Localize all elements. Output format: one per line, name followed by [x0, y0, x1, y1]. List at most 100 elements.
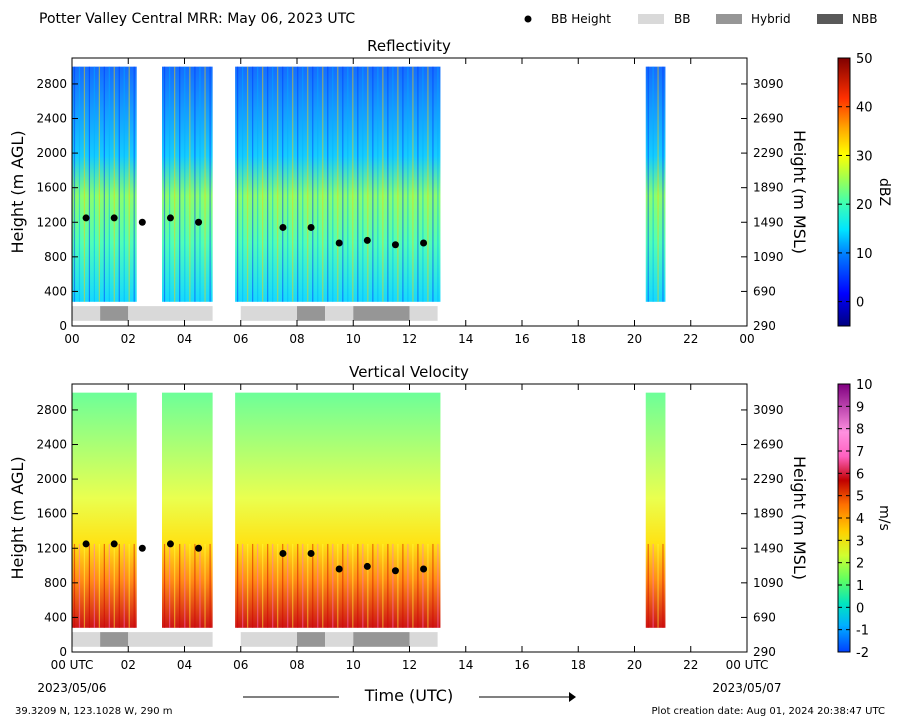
velocity-bb-height-point — [335, 565, 343, 573]
legend-label-bb-height: BB Height — [551, 12, 611, 26]
velocity-xtick-label: 14 — [458, 658, 473, 672]
reflectivity-ytick-label: 2400 — [36, 112, 67, 126]
velocity-ytick-label: 2800 — [36, 403, 67, 417]
velocity-xtick-label: 20 — [627, 658, 642, 672]
velocity-bb-class-bb — [72, 632, 101, 647]
reflectivity-bb-height-point — [195, 218, 203, 226]
reflectivity-ylabel: Height (m AGL) — [8, 130, 27, 253]
legend-marker-bb-height — [524, 15, 532, 23]
velocity-bb-height-point — [195, 544, 203, 552]
velocity-ytick-right-label: 2290 — [753, 472, 784, 486]
end-date-label: 2023/05/07 — [712, 681, 781, 695]
reflectivity-ytick-right-label: 2290 — [753, 146, 784, 160]
velocity-bb-class-bb — [325, 632, 354, 647]
reflectivity-ytick-right-label: 1490 — [753, 215, 784, 229]
velocity-colorbar-tick-label: -1 — [856, 624, 869, 639]
reflectivity-bb-class-hybrid — [297, 306, 326, 321]
legend-label-hybrid: Hybrid — [751, 12, 791, 26]
velocity-ytick-right-label: 2690 — [753, 438, 784, 452]
reflectivity-ytick-label: 400 — [44, 284, 67, 298]
velocity-bb-height-point — [279, 549, 287, 557]
reflectivity-ytick-label: 1600 — [36, 181, 67, 195]
velocity-colorbar-tick-label: 6 — [856, 467, 864, 482]
velocity-ytick-right-label: 1890 — [753, 507, 784, 521]
velocity-xtick-label: 04 — [177, 658, 192, 672]
reflectivity-ytick-label: 2800 — [36, 77, 67, 91]
reflectivity-colorbar-tick-label: 20 — [856, 198, 873, 213]
velocity-colorbar-tick-label: 8 — [856, 423, 864, 438]
velocity-bb-class-bb — [128, 632, 213, 647]
velocity-xtick-label: 18 — [571, 658, 586, 672]
time-arrow-head — [569, 692, 576, 702]
velocity-colorbar-label: m/s — [876, 505, 892, 531]
velocity-bb-class-hybrid — [100, 632, 129, 647]
velocity-xtick-label: 02 — [121, 658, 136, 672]
time-axis-label: Time (UTC) — [364, 686, 453, 705]
velocity-ytick-label: 800 — [44, 576, 67, 590]
velocity-title: Vertical Velocity — [349, 363, 469, 381]
reflectivity-bb-class-hybrid — [100, 306, 129, 321]
figure-title: Potter Valley Central MRR: May 06, 2023 … — [39, 11, 355, 27]
velocity-bb-height-point — [166, 540, 174, 548]
velocity-xtick-label: 12 — [402, 658, 417, 672]
reflectivity-colorbar — [837, 57, 851, 327]
velocity-ytick-right-label: 1090 — [753, 576, 784, 590]
reflectivity-bb-height-point — [166, 214, 174, 222]
velocity-colorbar-tick-label: -2 — [856, 646, 869, 661]
legend-label-bb: BB — [674, 12, 690, 26]
reflectivity-echo-region — [162, 66, 213, 302]
velocity-echo-region — [162, 392, 213, 628]
reflectivity-bb-height-point — [82, 214, 90, 222]
velocity-colorbar-tick-label: 1 — [856, 579, 864, 594]
reflectivity-ytick-label: 1200 — [36, 215, 67, 229]
reflectivity-ytick-right-label: 3090 — [753, 77, 784, 91]
velocity-bb-height-point — [110, 540, 118, 548]
reflectivity-bb-class-bb — [240, 306, 297, 321]
reflectivity-echo-region — [645, 66, 666, 302]
reflectivity-ytick-right-label: 290 — [753, 319, 776, 333]
reflectivity-ytick-right-label: 690 — [753, 284, 776, 298]
reflectivity-colorbar-tick-label: 0 — [856, 296, 864, 311]
velocity-xtick-label: 22 — [683, 658, 698, 672]
reflectivity-colorbar-tick-label: 40 — [856, 101, 873, 116]
reflectivity-bb-height-point — [110, 214, 118, 222]
reflectivity-ytick-label: 800 — [44, 250, 67, 264]
reflectivity-ytick-label: 0 — [59, 319, 67, 333]
reflectivity-colorbar-tick-label: 30 — [856, 149, 873, 164]
legend-marker-nbb — [817, 14, 843, 24]
velocity-ytick-label: 0 — [59, 645, 67, 659]
reflectivity-xtick-label: 00 — [739, 332, 754, 346]
reflectivity-colorbar-label: dBZ — [876, 178, 892, 206]
velocity-colorbar-tick-label: 4 — [856, 512, 864, 527]
velocity-colorbar-tick-label: 3 — [856, 534, 864, 549]
reflectivity-xtick-label: 20 — [627, 332, 642, 346]
velocity-xtick-label: 00 UTC — [726, 658, 769, 672]
location-text: 39.3209 N, 123.1028 W, 290 m — [15, 706, 173, 717]
reflectivity-ytick-right-label: 1090 — [753, 250, 784, 264]
velocity-bb-height-point — [82, 540, 90, 548]
legend-marker-hybrid — [716, 14, 742, 24]
velocity-ytick-right-label: 1490 — [753, 541, 784, 555]
velocity-ytick-right-label: 290 — [753, 645, 776, 659]
velocity-ylabel-right: Height (m MSL) — [790, 456, 809, 580]
reflectivity-xtick-label: 02 — [121, 332, 136, 346]
velocity-bb-height-point — [363, 562, 371, 570]
reflectivity-xtick-label: 00 — [64, 332, 79, 346]
reflectivity-bb-height-point — [307, 223, 315, 231]
velocity-xtick-label: 08 — [289, 658, 304, 672]
reflectivity-bb-height-point — [138, 218, 146, 226]
velocity-bb-class-hybrid — [353, 632, 410, 647]
velocity-colorbar-tick-label: 5 — [856, 490, 864, 505]
creation-date-text: Plot creation date: Aug 01, 2024 20:38:4… — [652, 706, 885, 717]
velocity-colorbar-tick-label: 9 — [856, 400, 864, 415]
reflectivity-xtick-label: 22 — [683, 332, 698, 346]
velocity-ylabel: Height (m AGL) — [8, 456, 27, 579]
reflectivity-bb-class-bb — [325, 306, 354, 321]
velocity-ytick-right-label: 690 — [753, 610, 776, 624]
reflectivity-colorbar-tick-label: 10 — [856, 247, 873, 262]
velocity-bb-class-hybrid — [297, 632, 326, 647]
velocity-panel: Vertical Velocity 00 UTC 02 04 06 08 10 12 14 16… — [8, 363, 892, 672]
velocity-ytick-label: 2000 — [36, 472, 67, 486]
velocity-xtick-label: 00 UTC — [51, 658, 94, 672]
reflectivity-xtick-label: 10 — [346, 332, 361, 346]
